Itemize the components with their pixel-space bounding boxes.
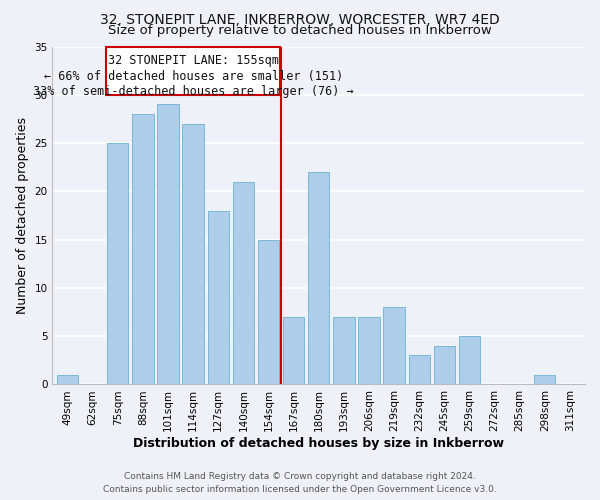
Bar [57, 375, 78, 384]
Text: Size of property relative to detached houses in Inkberrow: Size of property relative to detached ho… [108, 24, 492, 37]
Text: 33% of semi-detached houses are larger (76) →: 33% of semi-detached houses are larger (… [33, 85, 353, 98]
Bar [182, 124, 204, 384]
Bar [132, 114, 154, 384]
Bar [208, 210, 229, 384]
Bar [534, 375, 556, 384]
Bar [258, 240, 279, 384]
Bar [434, 346, 455, 385]
X-axis label: Distribution of detached houses by size in Inkberrow: Distribution of detached houses by size … [133, 437, 504, 450]
Text: Contains HM Land Registry data © Crown copyright and database right 2024.
Contai: Contains HM Land Registry data © Crown c… [103, 472, 497, 494]
Bar [157, 104, 179, 384]
Bar [283, 317, 304, 384]
Text: 32 STONEPIT LANE: 155sqm: 32 STONEPIT LANE: 155sqm [107, 54, 278, 67]
Bar [459, 336, 480, 384]
Bar [383, 307, 405, 384]
Bar [107, 143, 128, 384]
Bar [333, 317, 355, 384]
Bar [233, 182, 254, 384]
Bar [358, 317, 380, 384]
Y-axis label: Number of detached properties: Number of detached properties [16, 117, 29, 314]
Bar [409, 356, 430, 384]
FancyBboxPatch shape [106, 46, 280, 95]
Text: ← 66% of detached houses are smaller (151): ← 66% of detached houses are smaller (15… [44, 70, 343, 82]
Text: 32, STONEPIT LANE, INKBERROW, WORCESTER, WR7 4ED: 32, STONEPIT LANE, INKBERROW, WORCESTER,… [100, 12, 500, 26]
Bar [308, 172, 329, 384]
